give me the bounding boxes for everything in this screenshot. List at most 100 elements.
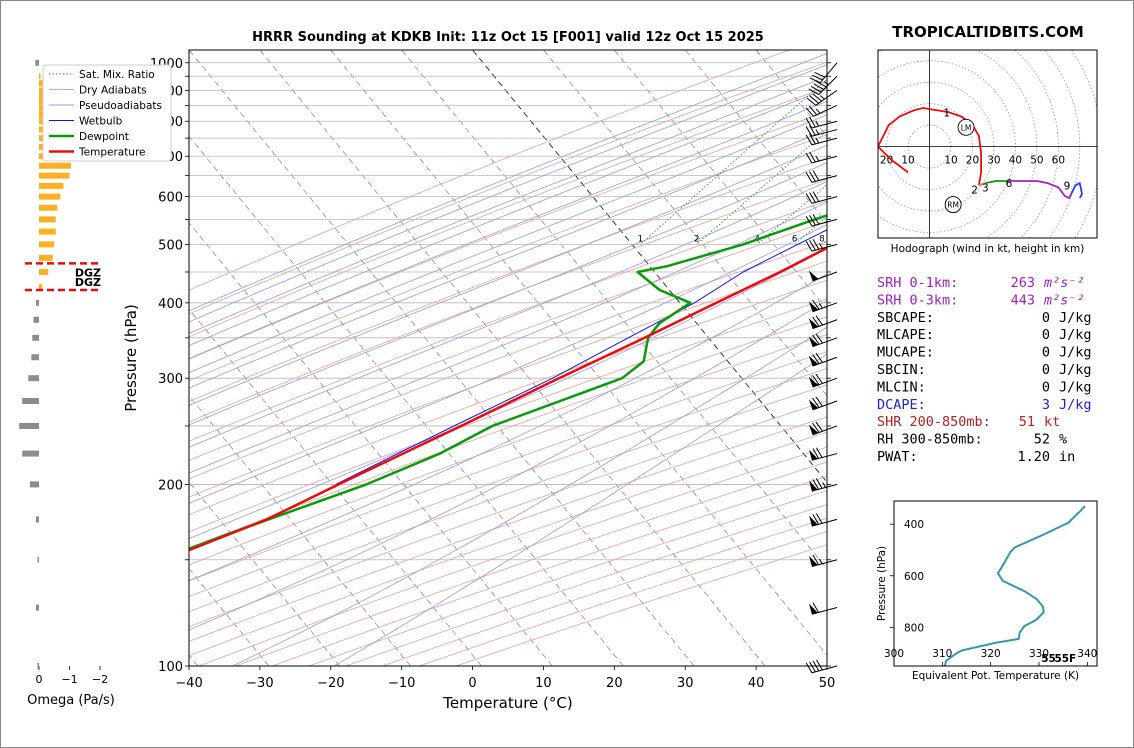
dry-adiabat-line: [272, 475, 827, 666]
indices-panel: SRH 0-1km: 263 m²s⁻² SRH 0-3km: 443 m²s⁻² SBCA…: [877, 275, 1092, 465]
wind-barb-full: [809, 116, 816, 128]
wind-barb-full: [812, 316, 820, 327]
wind-barb-staff: [811, 120, 838, 129]
hodograph-ring-label: 40: [1009, 155, 1022, 167]
wind-barb-half: [823, 81, 830, 85]
wind-barb: [805, 125, 838, 137]
wind-barb-full: [809, 133, 816, 145]
omega-bar: [39, 80, 44, 87]
index-label: SBCIN:: [877, 362, 926, 378]
dry-adiabat-line: [189, 368, 827, 597]
wind-barb-full: [805, 662, 813, 673]
wind-barb-full: [815, 352, 823, 363]
mixing-ratio-label: 13: [865, 234, 876, 244]
dry-adiabat-line: [455, 544, 827, 666]
wind-barb: [805, 151, 838, 164]
wind-barb-staff: [812, 302, 838, 313]
wind-barb-full: [806, 97, 817, 106]
index-value: 443: [1011, 292, 1035, 308]
wind-barb-flag: [808, 270, 819, 281]
mixing-ratio-label: 6: [792, 234, 797, 244]
dgz-label: DGZ: [75, 266, 101, 279]
wind-barb-full: [812, 74, 823, 81]
omega-bar: [37, 663, 39, 669]
legend-label: Wetbulb: [79, 116, 123, 128]
omega-bar: [35, 516, 39, 523]
omega-bar: [39, 254, 53, 261]
omega-tick-label: −2: [92, 673, 108, 686]
wind-barb-staff: [815, 89, 838, 106]
theta-e-y-title: Pressure (hPa): [876, 546, 888, 621]
omega-bar: [33, 316, 39, 323]
isotherm-line: [472, 50, 827, 483]
wind-barb-staff: [811, 453, 838, 461]
wind-barb-full: [808, 88, 819, 96]
wind-barb-half: [815, 120, 820, 127]
hodograph-trace: [985, 180, 1009, 184]
wind-barb-flag: [808, 376, 819, 388]
omega-bar: [39, 172, 70, 179]
wind-barb-staff: [811, 137, 838, 146]
index-unit: kt: [1044, 414, 1060, 430]
wind-barb: [809, 513, 838, 527]
wind-barb-half: [819, 95, 825, 100]
theta-e-x-tick-label: 310: [932, 648, 952, 660]
dry-adiabat-line: [189, 111, 827, 360]
temperature-tick-label: 0: [468, 676, 476, 691]
legend-label: Temperature: [78, 147, 146, 159]
hodograph-trace: [1009, 180, 1073, 200]
index-value: 0: [1042, 327, 1050, 343]
wind-barb-half: [815, 137, 820, 144]
wind-barb-full: [805, 193, 813, 204]
dry-adiabat-line: [308, 490, 827, 666]
storm-motion-label: LM: [961, 123, 972, 132]
theta-e-x-title: Equivalent Pot. Temperature (K): [912, 670, 1079, 682]
legend: Sat. Mix. Ratio Dry Adiabats Pseudoadiabat…: [42, 64, 172, 162]
wind-barb-full: [815, 396, 823, 407]
dry-adiabat-line: [189, 431, 827, 657]
temperature-tick-label: −10: [388, 676, 415, 691]
mixing-ratio-label: 10: [838, 234, 849, 244]
temperature-tick-label: 20: [606, 676, 623, 691]
wind-barb-staff: [811, 243, 838, 252]
index-unit: in: [1059, 449, 1075, 465]
wind-barb: [808, 299, 838, 313]
dry-adiabat-line: [189, 298, 827, 533]
wind-barb-full: [812, 214, 820, 225]
wind-barb: [809, 478, 838, 492]
temperature-tick-label: −30: [246, 676, 273, 691]
wind-barb-staff: [811, 665, 838, 674]
wind-barb-full: [815, 421, 823, 432]
wind-barb: [808, 75, 838, 96]
wind-barb-full: [812, 448, 820, 459]
wind-barb-full: [811, 85, 822, 93]
index-value: 0: [1042, 362, 1050, 378]
legend-label: Sat. Mix. Ratio: [79, 69, 155, 81]
wind-barb-flag: [808, 336, 819, 347]
index-unit: J/kg: [1059, 379, 1092, 395]
dry-adiabat-line: [189, 334, 827, 566]
omega-bar: [22, 450, 39, 457]
wind-barb-full: [809, 77, 821, 84]
theta-e-x-tick-label: 300: [884, 648, 904, 660]
temperature-tick-label: 10: [535, 676, 552, 691]
legend-label: Pseudoadiabats: [79, 100, 162, 112]
dry-adiabat-line: [189, 86, 827, 338]
mixing-ratio-line: [978, 50, 1134, 244]
pseudoadiabat-line: [189, 201, 827, 474]
omega-bar: [31, 354, 39, 361]
omega-bar: [39, 182, 64, 189]
wind-barb-full: [812, 170, 820, 181]
wind-barb-flag: [808, 318, 819, 329]
pressure-tick-label: 600: [158, 191, 183, 206]
mixing-ratio-line: [821, 239, 827, 245]
pseudoadiabat-line: [189, 53, 827, 312]
wind-barb: [809, 554, 838, 567]
dry-adiabat-line: [189, 416, 827, 642]
wind-barb-flag: [808, 301, 819, 312]
index-value: 0: [1042, 379, 1050, 395]
index-value: 3: [1042, 397, 1050, 413]
wind-barb-half: [822, 482, 827, 488]
wind-barbs: [805, 62, 838, 674]
